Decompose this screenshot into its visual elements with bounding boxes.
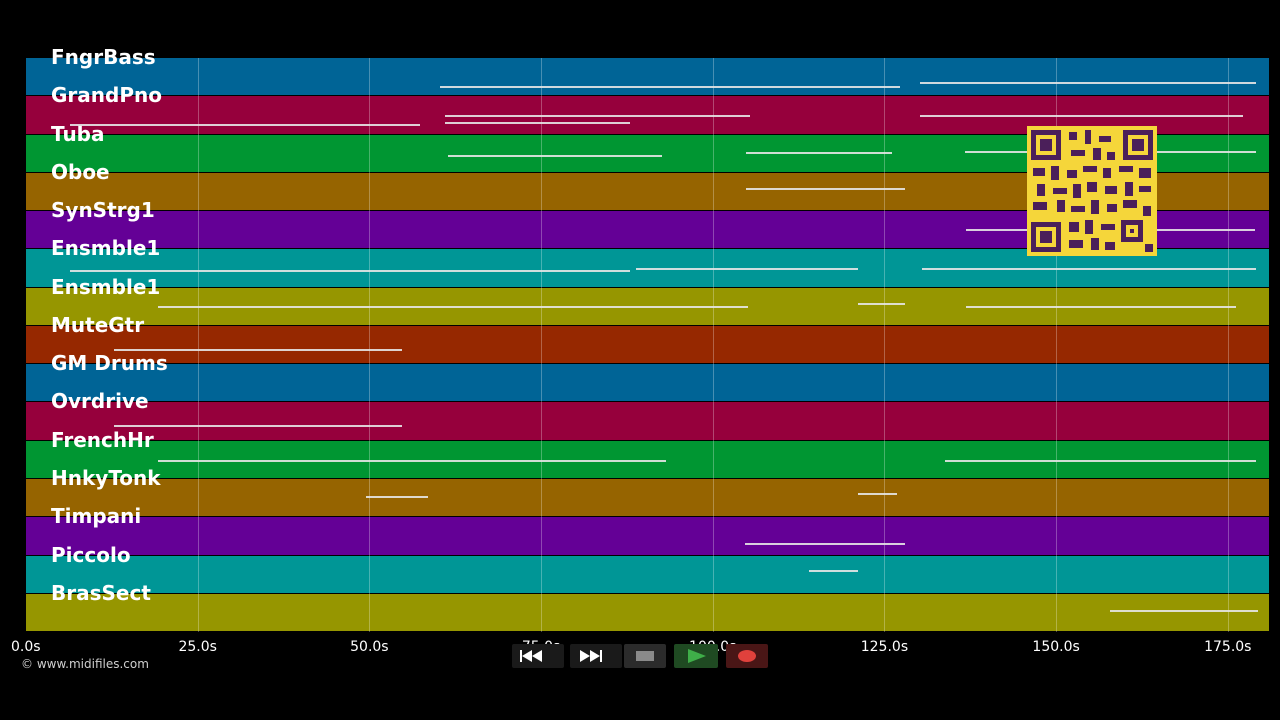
track-label: Ensmble1 (51, 236, 161, 261)
track-lane[interactable] (26, 58, 1269, 96)
note-stroke (636, 268, 858, 270)
track-lane[interactable] (26, 593, 1269, 632)
gridline (369, 58, 371, 632)
note-stroke (746, 152, 892, 154)
track-label: GrandPno (51, 83, 162, 108)
gridline (1227, 58, 1229, 632)
track-lane[interactable] (26, 555, 1269, 593)
track-label: Tuba (51, 121, 105, 146)
play-icon (688, 649, 706, 663)
track-label: SynStrg1 (51, 198, 155, 223)
rewind-button[interactable] (512, 644, 564, 668)
qr-code (1027, 126, 1157, 256)
note-stroke (858, 303, 905, 305)
note-stroke (158, 460, 666, 462)
track-label: Oboe (51, 159, 110, 184)
track-lane[interactable] (26, 325, 1269, 364)
track-label: Ensmble1 (51, 274, 161, 299)
note-stroke (945, 460, 1256, 462)
track-label: Piccolo (51, 542, 131, 567)
note-stroke (858, 493, 897, 495)
stop-button[interactable] (624, 644, 666, 668)
note-stroke (920, 82, 1256, 84)
note-stroke (920, 115, 1243, 117)
copyright-text: © www.midifiles.com (21, 657, 149, 671)
note-stroke (922, 268, 1256, 270)
fast-forward-button[interactable] (570, 644, 622, 668)
track-lane[interactable] (26, 478, 1269, 517)
time-tick-label: 125.0s (860, 639, 909, 655)
record-icon (738, 650, 756, 662)
track-label: FrenchHr (51, 427, 154, 452)
track-label: Timpani (51, 504, 142, 529)
note-stroke (445, 122, 630, 124)
track-lane[interactable] (26, 402, 1269, 440)
gridline (712, 58, 714, 632)
note-stroke (114, 425, 402, 427)
note-stroke (1110, 610, 1258, 612)
note-stroke (70, 270, 630, 272)
note-stroke (746, 188, 905, 190)
note-stroke (966, 306, 1236, 308)
note-stroke (445, 115, 750, 117)
track-label: BrasSect (51, 580, 151, 605)
note-stroke (70, 124, 420, 126)
fast-forward-icon (580, 650, 602, 662)
note-stroke (114, 349, 402, 351)
gridline (197, 58, 199, 632)
track-label: GM Drums (51, 351, 168, 376)
time-tick-label: 50.0s (350, 639, 389, 655)
note-stroke (745, 543, 905, 545)
track-lane[interactable] (26, 364, 1269, 402)
track-label: HnkyTonk (51, 465, 161, 490)
note-stroke (158, 306, 748, 308)
note-stroke (366, 496, 428, 498)
gridline (884, 58, 886, 632)
gridline (1056, 58, 1058, 632)
play-button[interactable] (674, 644, 718, 668)
track-label: MuteGtr (51, 312, 145, 337)
note-stroke (809, 570, 858, 572)
track-lane[interactable] (26, 517, 1269, 555)
track-lane[interactable] (26, 440, 1269, 478)
note-stroke (448, 155, 662, 157)
track-label: FngrBass (51, 45, 156, 69)
transport-bar (510, 644, 770, 668)
time-tick-label: 175.0s (1204, 639, 1252, 655)
time-tick-label: 150.0s (1032, 639, 1080, 655)
time-tick-label: 25.0s (178, 639, 217, 655)
rewind-icon (520, 650, 542, 662)
time-tick-label: 0.0s (11, 639, 41, 655)
stop-icon (636, 651, 654, 661)
record-button[interactable] (726, 644, 768, 668)
note-stroke (440, 86, 900, 88)
gridline (541, 58, 543, 632)
track-label: Ovrdrive (51, 389, 149, 414)
